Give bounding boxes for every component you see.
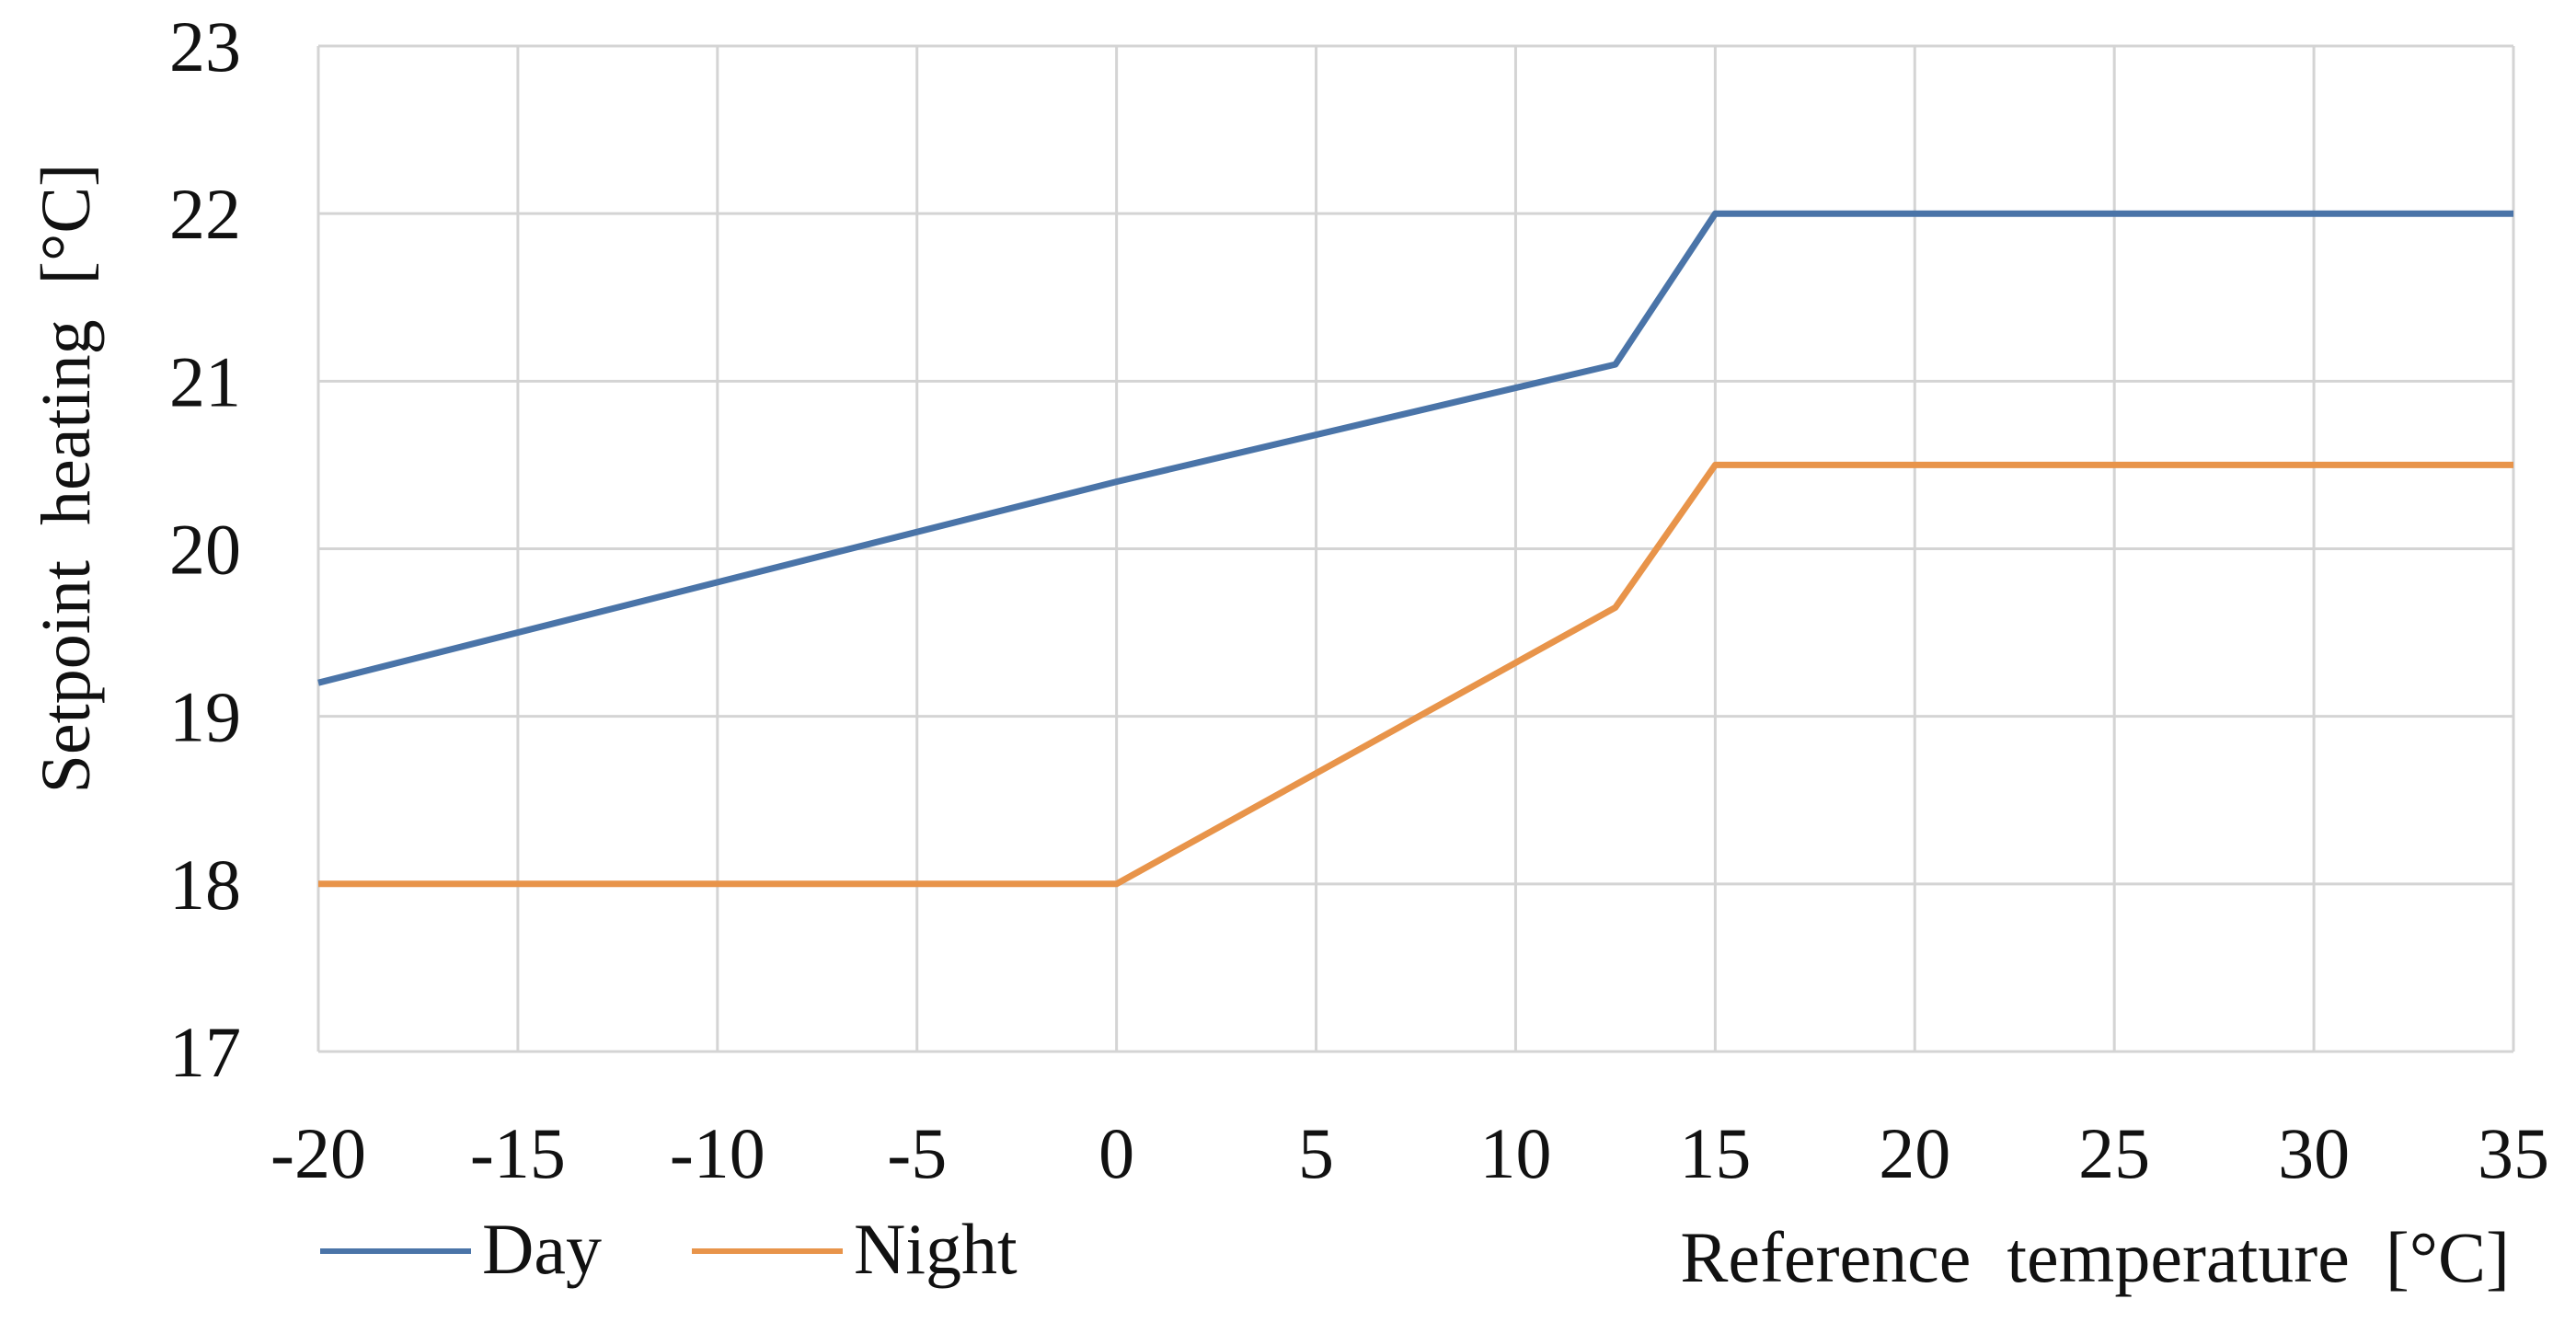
y-tick-label: 18	[169, 845, 241, 925]
x-tick-label: 20	[1879, 1113, 1950, 1193]
y-tick-label: 20	[169, 510, 241, 590]
x-tick-label: 35	[2478, 1113, 2549, 1193]
y-tick-label: 19	[169, 677, 241, 757]
series-line-night	[318, 461, 2513, 888]
series-layer	[317, 210, 2513, 888]
series-line-day	[317, 210, 2513, 686]
x-tick-label: 25	[2078, 1113, 2150, 1193]
x-tick-label: 5	[1298, 1113, 1334, 1193]
y-tick-label: 22	[169, 174, 241, 254]
x-tick-label: -10	[670, 1113, 765, 1193]
legend: Day Night	[320, 1209, 1018, 1289]
legend-label-day: Day	[482, 1209, 602, 1289]
x-tick-label: 0	[1098, 1113, 1134, 1193]
y-tick-label: 23	[169, 6, 241, 86]
x-tick-label: 10	[1479, 1113, 1551, 1193]
y-tick-labels: 17 18 19 20 21 22 23	[169, 6, 241, 1092]
x-tick-labels: -20 -15 -10 -5 0 5 10 15 20 25 30 35	[270, 1113, 2549, 1193]
y-axis-label: Setpoint heating [°C]	[28, 164, 105, 794]
x-axis-label: Reference temperature [°C]	[1680, 1217, 2510, 1297]
x-tick-label: -5	[887, 1113, 947, 1193]
y-tick-label: 17	[169, 1012, 241, 1092]
x-tick-label: 30	[2278, 1113, 2350, 1193]
x-tick-label: 15	[1679, 1113, 1751, 1193]
grid	[316, 44, 2515, 1053]
legend-label-night: Night	[854, 1209, 1018, 1289]
y-tick-label: 21	[169, 341, 241, 421]
x-tick-label: -20	[270, 1113, 366, 1193]
x-tick-label: -15	[470, 1113, 566, 1193]
